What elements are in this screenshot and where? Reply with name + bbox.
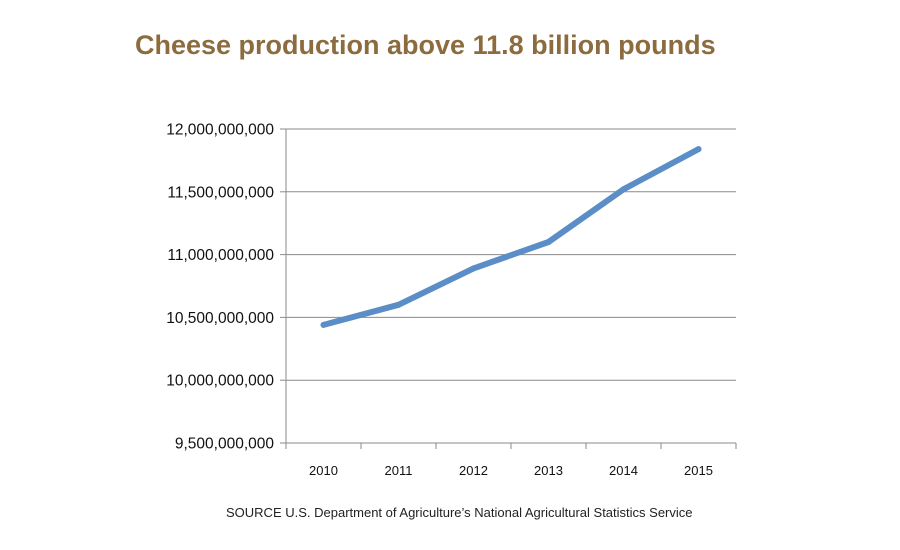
data-point <box>695 146 702 153</box>
data-point <box>545 239 552 246</box>
axes <box>280 128 737 449</box>
x-tick-label: 2010 <box>309 463 338 478</box>
x-tick-label: 2013 <box>534 463 563 478</box>
data-point <box>395 301 402 308</box>
x-axis-ticks: 2010 2011 2012 2013 2014 2015 <box>309 463 713 478</box>
x-tick-label: 2011 <box>385 463 413 478</box>
y-tick-label: 11,000,000,000 <box>167 247 274 264</box>
x-tick-label: 2015 <box>684 463 713 478</box>
y-tick-label: 10,500,000,000 <box>166 310 274 327</box>
series-line <box>320 146 702 328</box>
x-tick-label: 2012 <box>459 463 488 478</box>
chart-title: Cheese production above 11.8 billion pou… <box>135 30 716 60</box>
x-tick-label: 2014 <box>609 463 638 478</box>
y-axis-ticks: 9,500,000,000 10,000,000,000 10,500,000,00… <box>166 122 274 453</box>
y-tick-label: 11,500,000,000 <box>167 184 274 201</box>
y-tick-label: 10,000,000,000 <box>166 373 274 390</box>
y-tick-label: 9,500,000,000 <box>175 436 275 453</box>
series-group <box>320 146 702 328</box>
source-note: SOURCE U.S. Department of Agriculture’s … <box>226 505 693 520</box>
data-point <box>620 186 627 193</box>
data-point <box>320 321 327 328</box>
data-point <box>470 265 477 272</box>
y-tick-label: 12,000,000,000 <box>166 122 274 139</box>
